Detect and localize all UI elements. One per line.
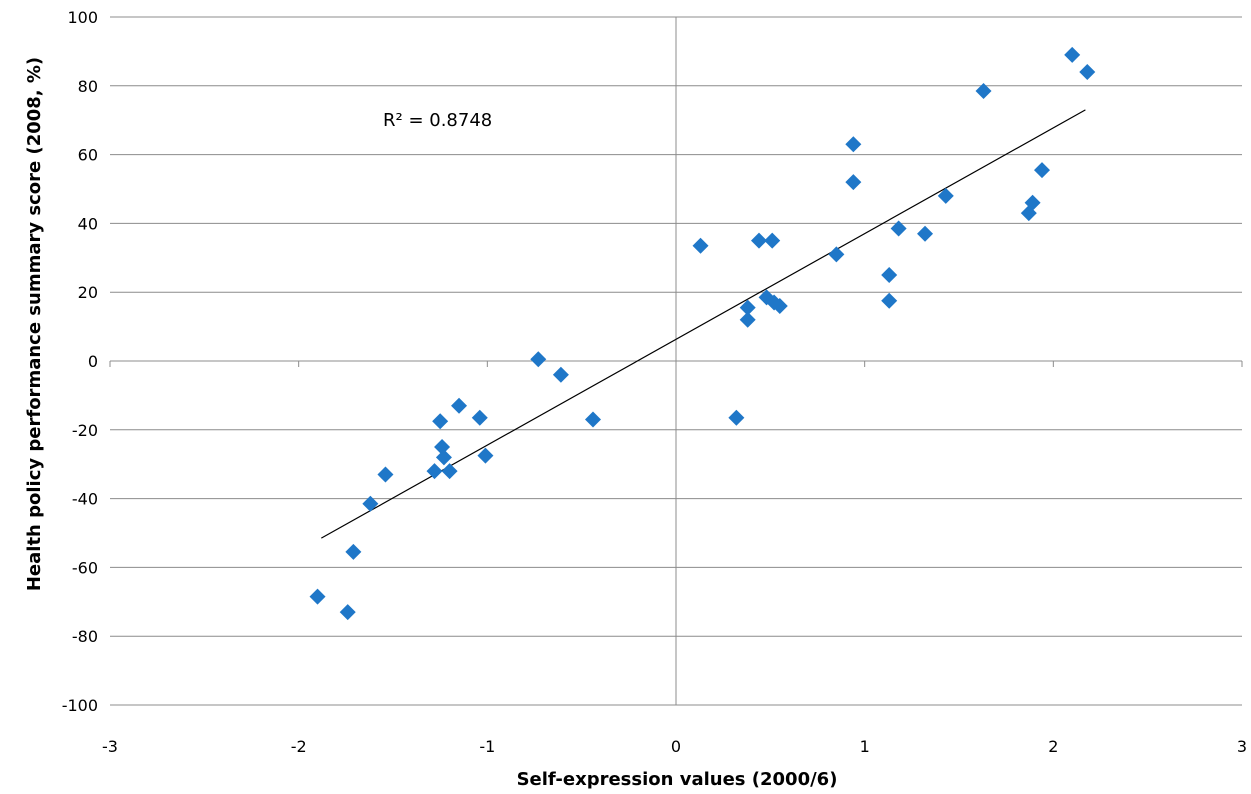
y-tick-label: -40 (72, 490, 98, 509)
data-point (471, 409, 488, 426)
y-tick-label: 0 (88, 352, 98, 371)
x-tick-labels: -3 -2 -1 0 1 2 3 (102, 737, 1247, 756)
x-tick-label: -2 (291, 737, 307, 756)
data-point (477, 447, 494, 464)
data-point (771, 297, 788, 314)
data-point (1024, 194, 1041, 211)
data-point (434, 439, 451, 455)
y-axis-title: Health policy performance summary score … (24, 57, 45, 591)
y-tick-label: 60 (78, 146, 98, 165)
data-point (937, 187, 954, 204)
x-tick-label: 0 (671, 737, 681, 756)
data-point (584, 411, 601, 428)
axes (109, 17, 1243, 705)
y-tick-label: -80 (72, 627, 98, 646)
data-point (739, 311, 756, 328)
y-tick-label: -60 (72, 558, 98, 577)
r-squared-annotation: R² = 0.8748 (383, 110, 492, 131)
data-point (845, 174, 862, 191)
data-point (751, 232, 768, 249)
y-tick-labels: -100 -80 -60 -40 -20 0 20 40 60 80 100 (62, 8, 98, 715)
x-tick-label: -3 (102, 737, 118, 756)
y-tick-label: 100 (67, 8, 98, 27)
data-point (1034, 162, 1051, 179)
data-point (692, 237, 709, 254)
data-point (426, 463, 443, 480)
data-point (339, 604, 356, 621)
data-point (552, 366, 569, 383)
y-tick-label: 80 (78, 77, 98, 96)
data-point (530, 351, 547, 368)
data-point (881, 292, 898, 309)
data-point (845, 136, 862, 153)
data-point (377, 466, 394, 483)
data-point (764, 232, 781, 249)
x-tick-label: 3 (1237, 737, 1247, 756)
data-point (435, 449, 452, 466)
data-point (451, 397, 468, 414)
y-tick-label: 40 (78, 214, 98, 233)
x-tick-label: 1 (860, 737, 870, 756)
y-tick-label: -100 (62, 696, 98, 715)
data-point (309, 588, 326, 605)
data-point (1064, 46, 1081, 63)
y-tick-label: -20 (72, 421, 98, 440)
y-tick-label: 20 (78, 283, 98, 302)
data-point (362, 495, 379, 512)
data-point (432, 413, 449, 430)
data-point (890, 220, 907, 237)
data-point (917, 225, 934, 242)
x-tick-label: 2 (1048, 737, 1058, 756)
data-point (1079, 64, 1096, 81)
data-point (345, 543, 362, 560)
x-axis-title: Self-expression values (2000/6) (517, 769, 838, 790)
data-point (728, 409, 745, 426)
data-points (309, 46, 1096, 621)
data-point (975, 82, 992, 99)
x-tick-label: -1 (479, 737, 495, 756)
data-point (739, 299, 756, 316)
data-point (828, 246, 845, 263)
data-point (441, 463, 458, 480)
data-point (881, 267, 898, 283)
